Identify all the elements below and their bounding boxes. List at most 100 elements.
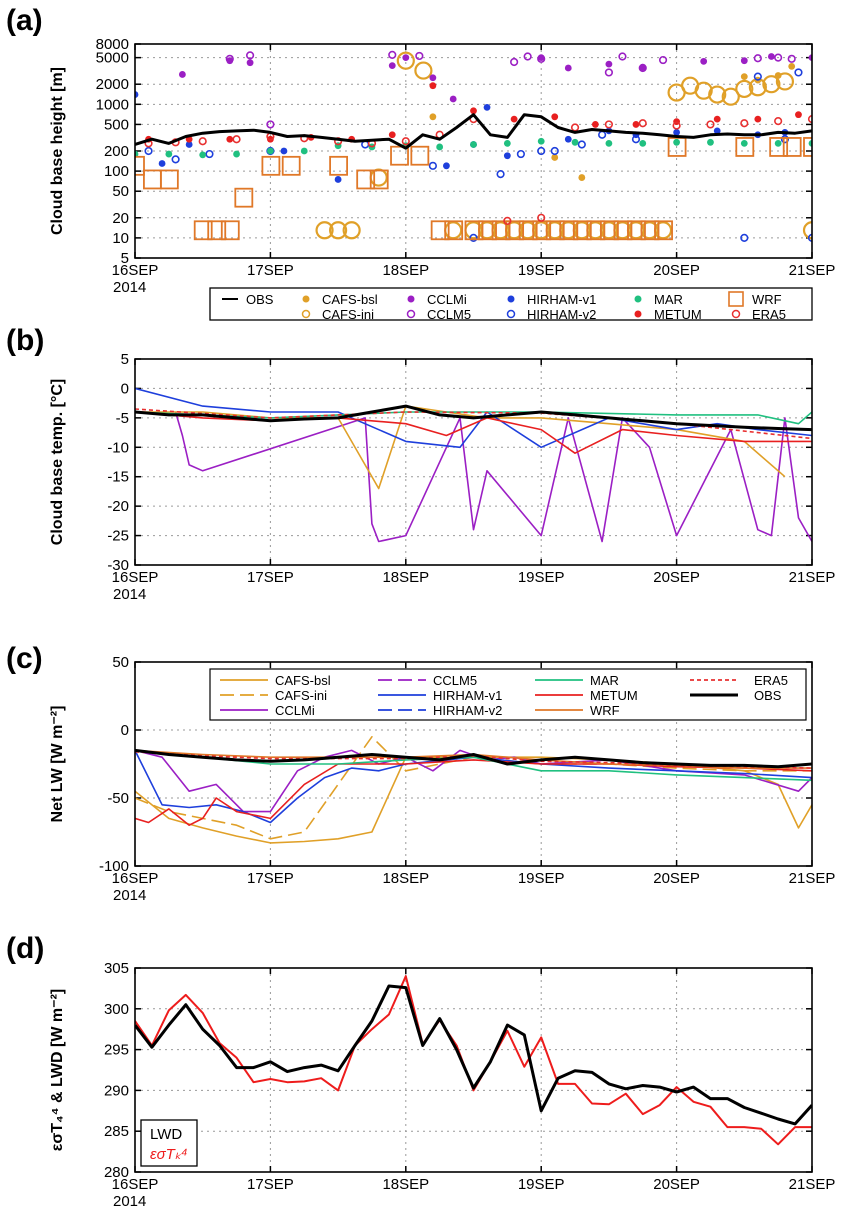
- point-MAR: [740, 139, 748, 147]
- point-CAFS-ini: [762, 75, 781, 94]
- point-METUM: [429, 82, 437, 90]
- x-tick-label: 16SEP: [112, 262, 159, 279]
- legend-label: CCLM5: [433, 673, 477, 688]
- point-HIRHAM-v2: [807, 233, 812, 242]
- series-line-CCLMi: [174, 411, 812, 543]
- x-tick-label: 17SEP: [247, 569, 294, 586]
- point-WRF: [627, 220, 646, 241]
- y-axis-label: εσT₄⁴ & LWD [W m⁻²]: [49, 989, 66, 1152]
- point-WRF: [572, 220, 592, 241]
- point-WRF: [220, 220, 240, 241]
- point-CCLM5: [604, 68, 614, 77]
- point-MAR: [267, 147, 274, 155]
- legend-label: CCLM5: [427, 307, 471, 322]
- point-ERA5: [638, 119, 647, 128]
- y-tick-label: -15: [107, 469, 129, 486]
- point-WRF: [410, 145, 430, 166]
- point-WRF: [207, 220, 227, 241]
- point-WRF: [444, 220, 464, 241]
- panel-label: (d): [6, 932, 44, 965]
- point-HIRHAM-v1: [564, 135, 572, 143]
- legend-swatch: [728, 291, 744, 307]
- legend-swatch: [634, 310, 642, 318]
- point-WRF: [545, 220, 565, 241]
- point-WRF: [234, 187, 254, 208]
- point-HIRHAM-v2: [780, 135, 790, 144]
- point-CCLMi: [246, 59, 254, 67]
- point-HIRHAM-v1: [713, 127, 721, 135]
- legend-swatch: [507, 295, 515, 303]
- x-tick-label: 17SEP: [247, 870, 294, 887]
- y-axis-label: Cloud base height [m]: [49, 67, 66, 235]
- point-ERA5: [774, 117, 783, 126]
- y-tick-label: -10: [107, 439, 129, 456]
- point-CCLMi: [429, 74, 437, 82]
- point-WRF: [369, 169, 389, 190]
- point-MAR: [571, 138, 579, 146]
- legend-label: HIRHAM-v2: [433, 703, 502, 718]
- y-tick-label: -25: [107, 528, 129, 545]
- legend-label: εσTₖ⁴: [150, 1146, 188, 1163]
- point-HIRHAM-v1: [185, 141, 193, 148]
- point-CAFS-bsl: [740, 73, 748, 81]
- y-tick-label: 5: [121, 250, 129, 267]
- point-HIRHAM-v2: [753, 72, 762, 81]
- y-tick-label: 10: [112, 230, 129, 247]
- x-tick-label: 19SEP: [518, 870, 565, 887]
- point-CAFS-ini: [444, 221, 463, 240]
- point-HIRHAM-v2: [171, 155, 180, 164]
- point-ERA5: [198, 137, 207, 146]
- series-line-HIRHAM-v1: [135, 750, 812, 824]
- y-tick-label: 285: [104, 1123, 129, 1140]
- point-CCLMi: [700, 57, 708, 65]
- legend-swatch: [302, 295, 310, 303]
- point-METUM: [510, 115, 518, 123]
- point-CCLMi: [388, 62, 396, 69]
- legend-label: CAFS-ini: [275, 688, 327, 703]
- point-CAFS-ini: [396, 51, 415, 70]
- point-HIRHAM-v1: [334, 176, 342, 183]
- point-WRF: [803, 137, 812, 157]
- point-CCLM5: [510, 57, 519, 67]
- plot-area: [135, 50, 812, 242]
- point-ERA5: [537, 213, 546, 222]
- plot-frame: [134, 43, 813, 259]
- x-tick-label: 21SEP: [789, 262, 836, 279]
- legend-label: OBS: [754, 688, 782, 703]
- point-METUM: [388, 131, 396, 139]
- point-METUM: [713, 115, 721, 123]
- legend-label: METUM: [654, 307, 702, 322]
- point-METUM: [551, 113, 559, 121]
- point-WRF: [491, 220, 511, 241]
- y-tick-label: -20: [107, 498, 129, 515]
- point-CCLM5: [266, 120, 275, 129]
- point-WRF: [464, 220, 484, 241]
- point-WRF: [654, 220, 673, 241]
- y-tick-label: 5: [121, 351, 129, 368]
- plot-area: [135, 975, 812, 1146]
- y-tick-label: 100: [104, 163, 129, 180]
- x-tick-label: 17SEP: [247, 262, 294, 279]
- point-CAFS-ini: [775, 72, 795, 91]
- point-WRF: [159, 169, 179, 190]
- point-ERA5: [232, 135, 241, 144]
- point-MAR: [707, 138, 714, 146]
- point-HIRHAM-v1: [443, 162, 450, 170]
- point-CAFS-ini: [694, 81, 713, 100]
- point-WRF: [281, 155, 301, 176]
- point-CAFS-ini: [369, 168, 388, 187]
- point-HIRHAM-v2: [469, 233, 478, 242]
- legend-label: MAR: [654, 292, 683, 307]
- point-CCLM5: [523, 52, 532, 61]
- point-WRF: [478, 220, 497, 241]
- series-line-ERA5: [135, 408, 812, 440]
- series-line-CAFS-ini: [135, 735, 812, 840]
- point-CCLM5: [245, 51, 255, 60]
- point-HIRHAM-v1: [280, 147, 288, 155]
- x-tick-label: 16SEP: [112, 569, 159, 586]
- x-tick-label: 20SEP: [653, 1176, 700, 1193]
- point-CAFS-ini: [802, 221, 812, 240]
- x-tick-label: 19SEP: [518, 569, 565, 586]
- point-CCLMi: [564, 64, 572, 72]
